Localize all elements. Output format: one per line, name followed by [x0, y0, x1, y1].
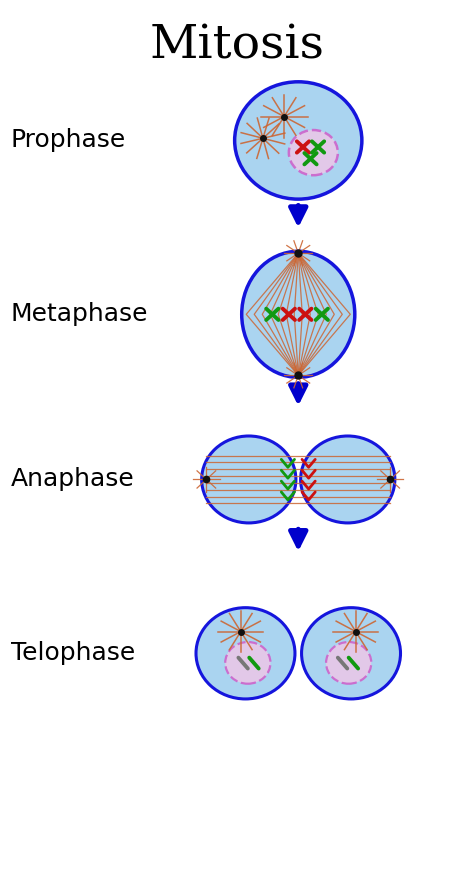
Ellipse shape [242, 251, 355, 378]
Circle shape [225, 642, 271, 684]
Circle shape [301, 436, 395, 523]
Circle shape [201, 436, 296, 523]
Text: Metaphase: Metaphase [11, 303, 148, 326]
Circle shape [301, 608, 401, 699]
Text: Mitosis: Mitosis [150, 24, 324, 68]
Circle shape [326, 642, 371, 684]
Circle shape [289, 130, 338, 175]
Circle shape [196, 608, 295, 699]
Text: Anaphase: Anaphase [11, 467, 135, 492]
Circle shape [235, 82, 362, 199]
Text: Telophase: Telophase [11, 641, 135, 665]
Text: Prophase: Prophase [11, 128, 126, 153]
